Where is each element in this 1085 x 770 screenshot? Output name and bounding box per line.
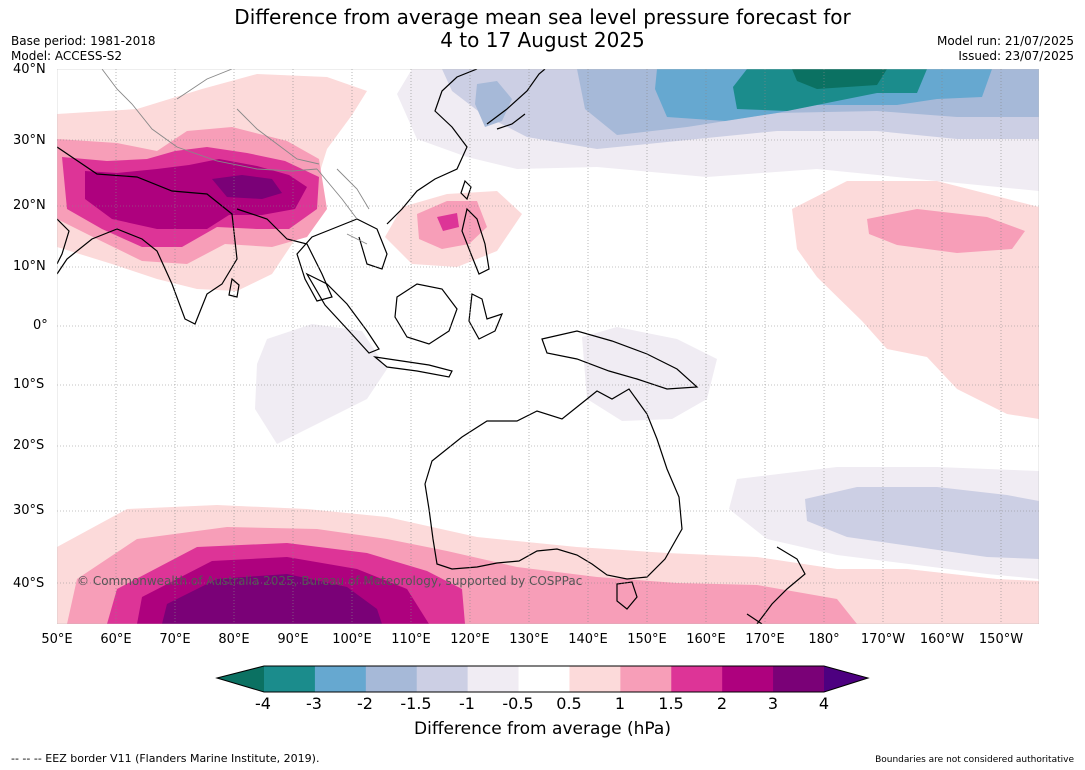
lon-label-170w: 170°W: [860, 632, 906, 647]
lon-label-60e: 60°E: [100, 632, 132, 647]
colorbar-low-extend: [217, 666, 264, 692]
anomaly-neg4-npacific: [792, 69, 887, 89]
lon-label-110e: 110°E: [391, 632, 431, 647]
coast-java: [372, 356, 453, 378]
base-period: Base period: 1981-2018: [11, 34, 156, 48]
colorbar-segment: [416, 666, 469, 692]
colorbar-tick: -2: [357, 694, 373, 713]
coast-sumatra: [305, 272, 380, 354]
coast-new-guinea: [541, 330, 699, 390]
coast-tasmania: [616, 581, 638, 610]
anomaly-pos15-scs: [437, 213, 459, 231]
anomaly-pos3-south-asia: [212, 175, 282, 199]
issued-date: Issued: 23/07/2025: [958, 49, 1074, 63]
colorbar-segment: [518, 666, 570, 692]
anomaly-neg05-indian-ocean: [255, 324, 387, 444]
colorbar-segment: [264, 666, 316, 692]
colorbar-segment: [314, 666, 367, 692]
lon-label-140e: 140°E: [568, 632, 608, 647]
lon-label-70e: 70°E: [159, 632, 191, 647]
coastlines: [57, 69, 806, 624]
lon-label-120e: 120°E: [450, 632, 490, 647]
coast-new-zealand: [746, 546, 806, 624]
lat-label-40n: 40°N: [13, 62, 46, 77]
colorbar-segment: [467, 666, 520, 692]
lon-label-130e: 130°E: [509, 632, 549, 647]
model-name: Model: ACCESS-S2: [11, 49, 123, 63]
lon-label-50e: 50°E: [41, 632, 73, 647]
colorbar-high-extend: [824, 666, 868, 692]
colorbar-label: Difference from average (hPa): [414, 719, 671, 739]
colorbar-segment: [722, 666, 774, 692]
country-borders: [101, 69, 370, 245]
coast-arabia: [57, 218, 70, 265]
colorbar-tick: 1.5: [658, 694, 684, 713]
colorbar-tick: -4: [255, 694, 271, 713]
coast-philippines: [461, 207, 490, 275]
colorbar-tick: 2: [716, 694, 728, 713]
lon-label-180: 180°: [808, 632, 840, 647]
coast-sri-lanka: [228, 277, 240, 298]
lon-label-150w: 150°W: [978, 632, 1024, 647]
lat-label-0: 0°: [33, 318, 48, 333]
coast-se-asia: [236, 208, 388, 302]
lon-label-80e: 80°E: [218, 632, 250, 647]
eez-border-note: -- -- -- EEZ border V11 (Flanders Marine…: [11, 752, 320, 765]
copyright-notice: © Commonwealth of Australia 2025, Bureau…: [77, 574, 583, 588]
boundaries-disclaimer: Boundaries are not considered authoritat…: [875, 755, 1074, 765]
colorbar-tick: -0.5: [502, 694, 534, 713]
lon-label-160e: 160°E: [686, 632, 726, 647]
colorbar-segment: [569, 666, 621, 692]
colorbar-tick: 4: [818, 694, 830, 713]
lon-label-150e: 150°E: [627, 632, 667, 647]
lon-label-90e: 90°E: [277, 632, 309, 647]
colorbar-segment: [671, 666, 723, 692]
graticule: [57, 69, 1039, 624]
colorbar-tick: 0.5: [556, 694, 582, 713]
lat-label-30n: 30°N: [13, 133, 46, 148]
lon-label-100e: 100°E: [332, 632, 372, 647]
model-run-date: Model run: 21/07/2025: [936, 34, 1074, 48]
colorbar-segment: [773, 666, 825, 692]
colorbar: [215, 665, 870, 693]
anomaly-pos1-central-pacific: [867, 209, 1025, 253]
lat-label-40s: 40°S: [13, 576, 45, 591]
lat-label-10s: 10°S: [13, 377, 45, 392]
colorbar-segment: [365, 666, 418, 692]
coast-taiwan: [460, 179, 472, 201]
coast-china: [386, 69, 478, 225]
colorbar-segment: [620, 666, 672, 692]
pressure-anomaly-map: [57, 69, 1039, 624]
coast-india: [57, 146, 238, 325]
colorbar-tick: -1: [459, 694, 475, 713]
anomaly-pos3-southern-ocean: [162, 574, 382, 624]
anomaly-neg1-tasman: [805, 487, 1039, 559]
lat-label-10n: 10°N: [13, 259, 46, 274]
map-title-line2: 4 to 17 August 2025: [440, 28, 645, 52]
lat-label-30s: 30°S: [13, 503, 45, 518]
colorbar-tick: -1.5: [400, 694, 432, 713]
colorbar-tick: 1: [614, 694, 626, 713]
lon-label-170e: 170°E: [745, 632, 785, 647]
lat-label-20s: 20°S: [13, 438, 45, 453]
coast-japan: [486, 69, 546, 130]
colorbar-tick: 3: [767, 694, 779, 713]
lon-label-160w: 160°W: [919, 632, 965, 647]
map-title-line1: Difference from average mean sea level p…: [234, 5, 851, 29]
coast-sulawesi: [468, 293, 504, 340]
coast-borneo: [394, 283, 458, 345]
lat-label-20n: 20°N: [13, 198, 46, 213]
anomaly-neg1-japan: [475, 81, 512, 127]
coast-australia: [424, 388, 683, 580]
anomaly-neg05-png: [582, 327, 717, 421]
colorbar-tick: -3: [306, 694, 322, 713]
